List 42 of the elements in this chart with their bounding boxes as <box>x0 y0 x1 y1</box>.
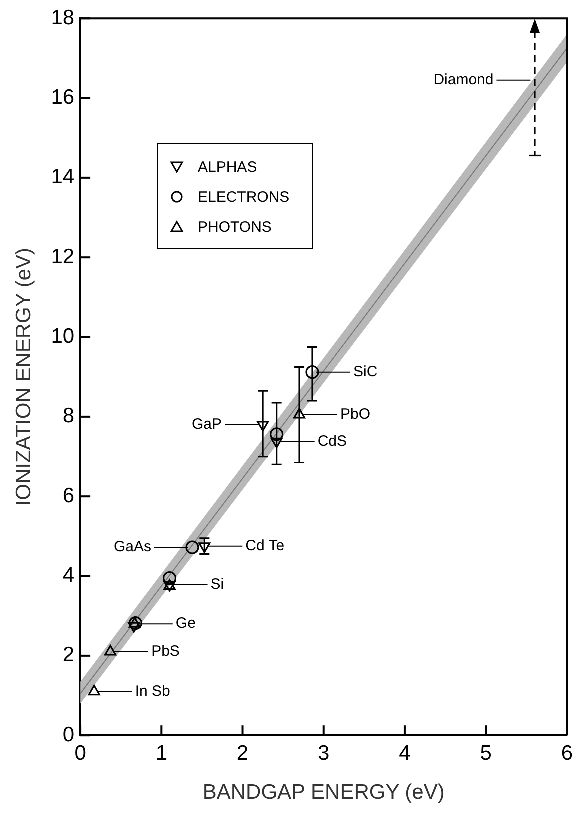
point <box>104 645 117 656</box>
y-tick-label: 6 <box>62 484 75 508</box>
annotation: Si <box>210 576 224 594</box>
annotation: GaAs <box>114 538 152 556</box>
annotation: Ge <box>176 615 196 632</box>
y-tick-label: 2 <box>62 644 75 667</box>
point <box>186 540 200 554</box>
annotation: In Sb <box>135 682 170 700</box>
legend-label: ALPHAS <box>198 158 258 176</box>
y-tick-label: 16 <box>51 86 75 110</box>
legend-label: ELECTRONS <box>198 188 290 206</box>
x-tick-label: 3 <box>318 742 330 765</box>
point <box>128 616 143 630</box>
y-tick-label: 10 <box>51 325 75 348</box>
annotation: Cd Te <box>246 538 285 555</box>
annotation: GaP <box>192 416 222 434</box>
x-tick-label: 5 <box>480 742 492 765</box>
y-tick-label: 4 <box>62 564 75 588</box>
legend-label: PHOTONS <box>198 218 272 236</box>
point <box>306 366 320 380</box>
x-tick-label: 6 <box>561 742 574 765</box>
annotation: CdS <box>318 432 348 450</box>
annotation: Diamond <box>434 71 494 88</box>
x-axis-title: BANDGAP ENERGY (eV) <box>202 781 445 804</box>
x-tick-label: 2 <box>236 742 249 765</box>
y-tick-label: 12 <box>51 245 75 268</box>
y-tick-label: 14 <box>51 166 75 189</box>
point <box>128 617 141 628</box>
y-tick-label: 18 <box>51 6 75 30</box>
y-axis-title: IONIZATION ENERGY (eV) <box>12 248 36 506</box>
point <box>257 421 270 432</box>
y-tick-label: 0 <box>62 723 75 746</box>
point <box>270 428 284 442</box>
x-tick-label: 4 <box>399 742 412 765</box>
x-tick-label: 1 <box>156 742 168 765</box>
point <box>270 438 283 448</box>
annotation: PbO <box>340 406 371 424</box>
annotation: SiC <box>354 363 378 380</box>
point <box>88 684 100 696</box>
annotation: PbS <box>152 643 180 660</box>
point <box>162 571 177 586</box>
y-tick-label: 8 <box>62 404 75 428</box>
